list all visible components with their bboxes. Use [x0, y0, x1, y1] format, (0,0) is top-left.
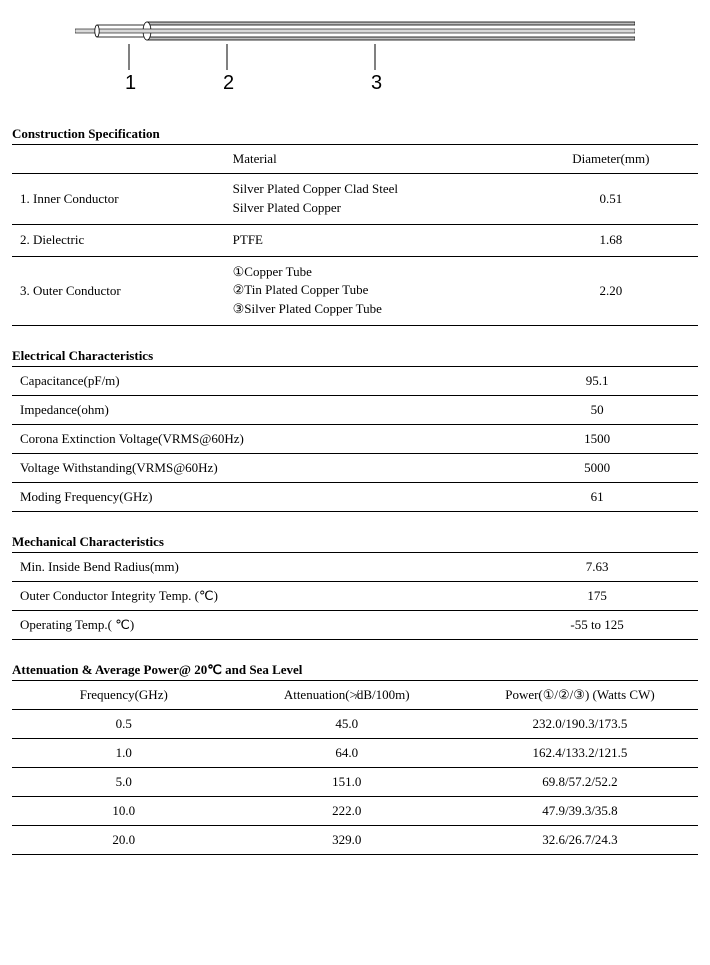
row-label: Operating Temp.( ℃): [12, 611, 492, 640]
mechanical-title: Mechanical Characteristics: [12, 534, 698, 550]
table-row: Corona Extinction Voltage(VRMS@60Hz) 150…: [12, 425, 698, 454]
table-row: Min. Inside Bend Radius(mm) 7.63: [12, 553, 698, 582]
table-row: 10.0 222.0 47.9/39.3/35.8: [12, 797, 698, 826]
col-material: Material: [225, 145, 520, 174]
cell-pwr: 69.8/57.2/52.2: [458, 768, 698, 797]
col-diameter: Diameter(mm): [520, 145, 698, 174]
row-label: Capacitance(pF/m): [12, 367, 492, 396]
cell-freq: 20.0: [12, 826, 232, 855]
table-row: Capacitance(pF/m) 95.1: [12, 367, 698, 396]
cell-pwr: 162.4/133.2/121.5: [458, 739, 698, 768]
table-row: 0.5 45.0 232.0/190.3/173.5: [12, 710, 698, 739]
table-header-row: Material Diameter(mm): [12, 145, 698, 174]
diagram-label-1: 1: [125, 72, 136, 95]
row-value: 175: [492, 582, 698, 611]
row-label: Impedance(ohm): [12, 396, 492, 425]
table-row: Impedance(ohm) 50: [12, 396, 698, 425]
attenuation-title: Attenuation & Average Power@ 20℃ and Sea…: [12, 662, 698, 678]
cell-freq: 1.0: [12, 739, 232, 768]
row-label: Min. Inside Bend Radius(mm): [12, 553, 492, 582]
diagram-label-2: 2: [223, 72, 234, 95]
table-row: 1.0 64.0 162.4/133.2/121.5: [12, 739, 698, 768]
cable-diagram: 1 2 3: [12, 16, 698, 96]
row-value: 95.1: [492, 367, 698, 396]
row-label: 2. Dielectric: [12, 224, 225, 256]
row-value: 61: [492, 483, 698, 512]
col-power: Power(①/②/③) (Watts CW): [458, 681, 698, 710]
row-diameter: 0.51: [520, 174, 698, 225]
table-row: 1. Inner Conductor Silver Plated Copper …: [12, 174, 698, 225]
cell-pwr: 32.6/26.7/24.3: [458, 826, 698, 855]
col-frequency: Frequency(GHz): [12, 681, 232, 710]
table-row: Voltage Withstanding(VRMS@60Hz) 5000: [12, 454, 698, 483]
construction-title: Construction Specification: [12, 126, 698, 142]
row-material: ①Copper Tube②Tin Plated Copper Tube③Silv…: [225, 256, 520, 326]
cell-pwr: 47.9/39.3/35.8: [458, 797, 698, 826]
cell-freq: 10.0: [12, 797, 232, 826]
row-diameter: 1.68: [520, 224, 698, 256]
table-header-row: Frequency(GHz) Attenuation(≯dB/100m) Pow…: [12, 681, 698, 710]
electrical-title: Electrical Characteristics: [12, 348, 698, 364]
row-value: 7.63: [492, 553, 698, 582]
row-label: 3. Outer Conductor: [12, 256, 225, 326]
row-diameter: 2.20: [520, 256, 698, 326]
cable-diagram-svg-wrap: 1 2 3: [75, 16, 635, 96]
table-row: Outer Conductor Integrity Temp. (℃) 175: [12, 582, 698, 611]
table-row: 3. Outer Conductor ①Copper Tube②Tin Plat…: [12, 256, 698, 326]
table-row: Operating Temp.( ℃) -55 to 125: [12, 611, 698, 640]
row-value: 50: [492, 396, 698, 425]
row-label: Moding Frequency(GHz): [12, 483, 492, 512]
col-attenuation: Attenuation(≯dB/100m): [232, 681, 458, 710]
cell-att: 64.0: [232, 739, 458, 768]
table-row: 5.0 151.0 69.8/57.2/52.2: [12, 768, 698, 797]
cell-att: 329.0: [232, 826, 458, 855]
construction-table: Material Diameter(mm) 1. Inner Conductor…: [12, 144, 698, 326]
cell-freq: 5.0: [12, 768, 232, 797]
row-label: Voltage Withstanding(VRMS@60Hz): [12, 454, 492, 483]
cell-freq: 0.5: [12, 710, 232, 739]
attenuation-table: Frequency(GHz) Attenuation(≯dB/100m) Pow…: [12, 680, 698, 855]
table-row: Moding Frequency(GHz) 61: [12, 483, 698, 512]
mechanical-table: Min. Inside Bend Radius(mm) 7.63 Outer C…: [12, 552, 698, 640]
row-value: 5000: [492, 454, 698, 483]
col-blank: [12, 145, 225, 174]
cell-pwr: 232.0/190.3/173.5: [458, 710, 698, 739]
diagram-label-3: 3: [371, 72, 382, 95]
cell-att: 45.0: [232, 710, 458, 739]
row-label: Outer Conductor Integrity Temp. (℃): [12, 582, 492, 611]
cell-att: 222.0: [232, 797, 458, 826]
electrical-table: Capacitance(pF/m) 95.1 Impedance(ohm) 50…: [12, 366, 698, 512]
row-material: PTFE: [225, 224, 520, 256]
row-material: Silver Plated Copper Clad SteelSilver Pl…: [225, 174, 520, 225]
row-label: 1. Inner Conductor: [12, 174, 225, 225]
row-label: Corona Extinction Voltage(VRMS@60Hz): [12, 425, 492, 454]
row-value: 1500: [492, 425, 698, 454]
row-value: -55 to 125: [492, 611, 698, 640]
cable-svg: [75, 16, 635, 96]
cell-att: 151.0: [232, 768, 458, 797]
table-row: 2. Dielectric PTFE 1.68: [12, 224, 698, 256]
table-row: 20.0 329.0 32.6/26.7/24.3: [12, 826, 698, 855]
